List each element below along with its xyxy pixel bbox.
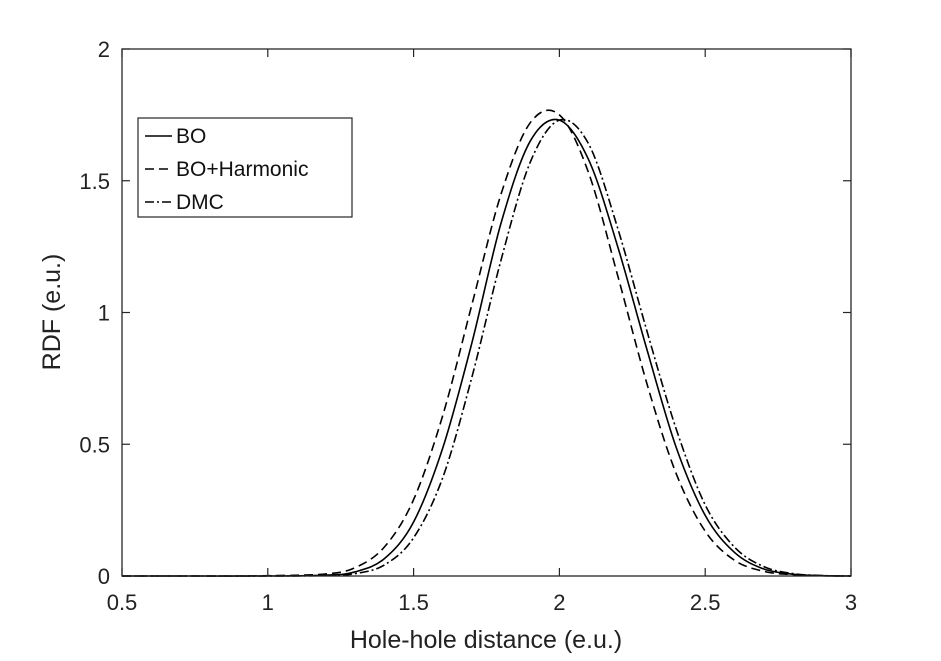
series-line-dmc <box>122 118 852 577</box>
legend-label-bo: BO <box>176 125 206 148</box>
legend-label-dmc: DMC <box>176 191 224 214</box>
y-tick-label: 2 <box>98 37 110 62</box>
y-tick-label: 0.5 <box>79 432 110 457</box>
x-tick-label: 1 <box>262 590 274 615</box>
x-tick-label: 2.5 <box>690 590 721 615</box>
axis-ticks <box>121 48 852 577</box>
legend-label-bo-harmonic: BO+Harmonic <box>176 158 308 181</box>
tick-labels: 0.5 1 1.5 2 2.5 300.511.52 <box>79 37 857 615</box>
x-tick-label: 3 <box>845 590 857 615</box>
y-tick-label: 0 <box>98 564 110 589</box>
y-tick-label: 1 <box>98 301 110 326</box>
x-tick-label: 0.5 <box>107 590 138 615</box>
legend-box <box>137 117 353 218</box>
legend: BO BO+Harmonic DMC <box>137 117 353 218</box>
y-tick-label: 1.5 <box>79 169 110 194</box>
x-tick-label: 2 <box>553 590 565 615</box>
series-lines <box>122 109 852 577</box>
x-tick-label: 1.5 <box>398 590 429 615</box>
y-axis-title: RDF (e.u.) <box>38 254 66 371</box>
x-axis-title: Hole-hole distance (e.u.) <box>350 626 622 654</box>
series-line-bo <box>122 118 852 577</box>
series-line-bo-harmonic <box>122 109 852 577</box>
